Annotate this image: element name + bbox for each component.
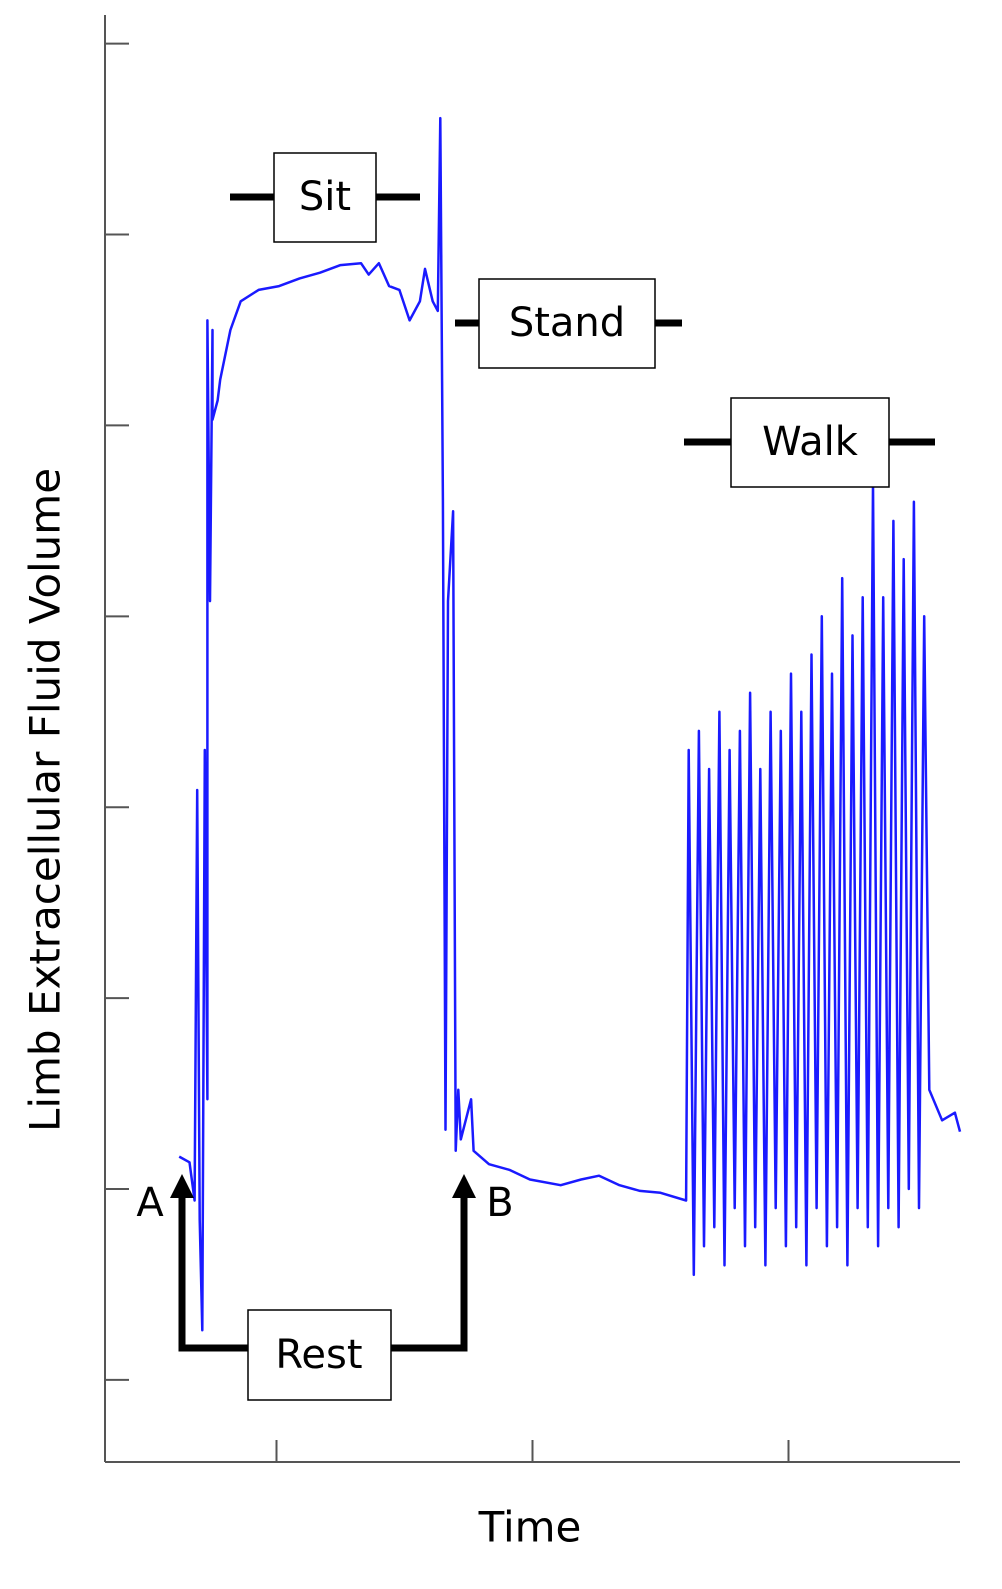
annotation: B — [486, 1180, 513, 1226]
label-box — [247, 1309, 392, 1401]
data-line — [178, 116, 962, 1332]
annotations: Sit Stand Walk Rest A B — [136, 152, 935, 1401]
annotation: Rest — [275, 1332, 362, 1378]
annotation: Sit — [299, 174, 351, 220]
y-axis-label: Limb Extracellular Fluid Volume — [21, 468, 70, 1132]
x-axis-label: Time — [478, 1503, 582, 1552]
annotation: Stand — [509, 300, 625, 346]
label-box — [730, 397, 890, 488]
label-box — [478, 278, 656, 369]
annotation: Walk — [762, 419, 859, 465]
arrowhead — [170, 1174, 194, 1198]
label-box — [273, 152, 377, 243]
arrowhead — [452, 1174, 476, 1198]
annotation: A — [136, 1180, 164, 1226]
plot — [178, 116, 962, 1332]
